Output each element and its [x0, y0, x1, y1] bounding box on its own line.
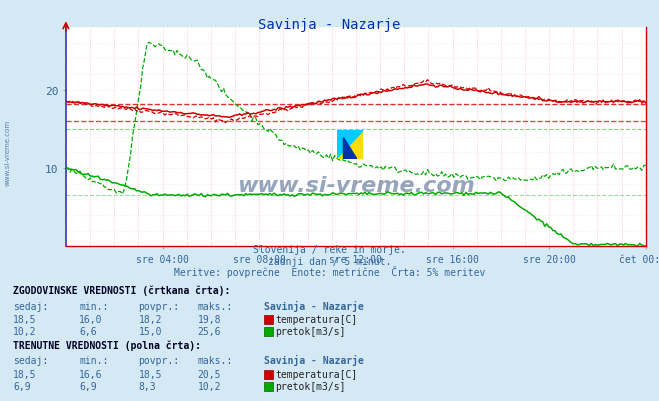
Text: temperatura[C]: temperatura[C] — [275, 369, 358, 379]
Text: ZGODOVINSKE VREDNOSTI (črtkana črta):: ZGODOVINSKE VREDNOSTI (črtkana črta): — [13, 285, 231, 296]
Text: 18,5: 18,5 — [138, 369, 162, 379]
Text: Meritve: povprečne  Enote: metrične  Črta: 5% meritev: Meritve: povprečne Enote: metrične Črta:… — [174, 265, 485, 277]
Text: sedaj:: sedaj: — [13, 301, 48, 311]
Text: TRENUTNE VREDNOSTI (polna črta):: TRENUTNE VREDNOSTI (polna črta): — [13, 340, 201, 350]
Text: Savinja - Nazarje: Savinja - Nazarje — [264, 300, 364, 311]
Text: www.si-vreme.com: www.si-vreme.com — [5, 119, 11, 185]
Text: Savinja - Nazarje: Savinja - Nazarje — [258, 18, 401, 32]
Text: 20,5: 20,5 — [198, 369, 221, 379]
Text: 15,0: 15,0 — [138, 326, 162, 336]
Text: povpr.:: povpr.: — [138, 355, 179, 365]
Polygon shape — [337, 131, 363, 159]
Text: 6,9: 6,9 — [79, 381, 97, 391]
Text: temperatura[C]: temperatura[C] — [275, 314, 358, 324]
Text: 16,0: 16,0 — [79, 314, 103, 324]
Text: 10,2: 10,2 — [13, 326, 37, 336]
Text: pretok[m3/s]: pretok[m3/s] — [275, 326, 346, 336]
Text: 18,5: 18,5 — [13, 369, 37, 379]
Text: 10,2: 10,2 — [198, 381, 221, 391]
Text: 6,6: 6,6 — [79, 326, 97, 336]
Text: pretok[m3/s]: pretok[m3/s] — [275, 381, 346, 391]
Polygon shape — [337, 131, 363, 159]
Text: 16,6: 16,6 — [79, 369, 103, 379]
Text: 18,2: 18,2 — [138, 314, 162, 324]
Text: 25,6: 25,6 — [198, 326, 221, 336]
Polygon shape — [343, 138, 357, 159]
Text: min.:: min.: — [79, 301, 109, 311]
Text: min.:: min.: — [79, 355, 109, 365]
Text: 8,3: 8,3 — [138, 381, 156, 391]
Text: Savinja - Nazarje: Savinja - Nazarje — [264, 354, 364, 365]
Text: 19,8: 19,8 — [198, 314, 221, 324]
Text: maks.:: maks.: — [198, 301, 233, 311]
Text: 6,9: 6,9 — [13, 381, 31, 391]
Text: 18,5: 18,5 — [13, 314, 37, 324]
Text: povpr.:: povpr.: — [138, 301, 179, 311]
Text: zadnji dan / 5 minut.: zadnji dan / 5 minut. — [268, 256, 391, 266]
Text: www.si-vreme.com: www.si-vreme.com — [237, 176, 474, 195]
Text: sedaj:: sedaj: — [13, 355, 48, 365]
Text: Slovenija / reke in morje.: Slovenija / reke in morje. — [253, 245, 406, 255]
Text: maks.:: maks.: — [198, 355, 233, 365]
